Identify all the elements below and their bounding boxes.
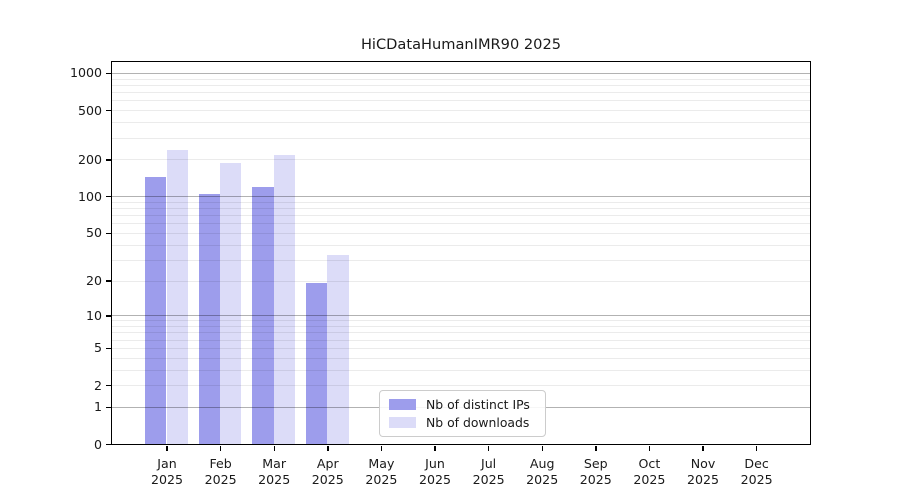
y-tick-mark <box>106 232 111 235</box>
bar-feb-distinct-ips <box>198 193 221 444</box>
legend-label-distinct-ips: Nb of distinct IPs <box>426 397 530 412</box>
gridline-major <box>112 196 810 198</box>
gridline-minor <box>112 385 810 386</box>
x-tick-label: Apr 2025 <box>311 456 344 487</box>
y-tick-label: 100 <box>77 188 102 204</box>
x-tick-mark <box>755 446 758 451</box>
gridline-major <box>112 72 810 74</box>
x-tick-label: Nov 2025 <box>686 456 720 487</box>
chart-title: HiCDataHumanIMR90 2025 <box>360 36 562 53</box>
gridline-minor <box>112 280 810 282</box>
y-tick-label: 2 <box>93 377 102 393</box>
x-tick-mark <box>487 446 490 451</box>
y-tick-mark <box>106 109 111 112</box>
gridline-minor <box>112 78 810 80</box>
x-tick-mark <box>327 446 329 451</box>
y-tick-mark <box>106 315 111 317</box>
gridline-minor <box>112 137 810 139</box>
x-tick-label: Oct 2025 <box>633 456 666 487</box>
legend-swatch-distinct-ips-icon <box>389 399 416 410</box>
x-tick-label: Jun 2025 <box>418 456 452 487</box>
y-tick-label: 5 <box>93 340 102 356</box>
x-tick-mark <box>702 446 704 451</box>
y-tick-mark <box>106 195 111 198</box>
gridline-minor <box>112 259 810 261</box>
gridline-minor <box>112 244 810 246</box>
y-tick-label: 1000 <box>69 65 102 81</box>
gridline-minor <box>112 320 810 322</box>
y-tick-label: 10 <box>85 307 102 323</box>
gridline-minor <box>112 110 810 112</box>
gridline-minor <box>112 208 810 209</box>
gridline-minor <box>112 122 810 124</box>
legend: Nb of distinct IPs Nb of downloads <box>379 390 546 437</box>
x-tick-mark <box>219 446 222 451</box>
x-tick-mark <box>166 446 168 451</box>
x-tick-mark <box>380 446 383 451</box>
gridline-minor <box>112 201 810 203</box>
bar-jan-distinct-ips <box>145 177 167 444</box>
y-tick-label: 1 <box>93 399 102 415</box>
bar-apr-downloads <box>327 254 349 444</box>
y-tick-label: 20 <box>85 273 102 288</box>
bar-jan-downloads <box>166 150 188 444</box>
y-tick-label: 500 <box>77 102 102 118</box>
bar-feb-downloads <box>220 163 242 444</box>
y-tick-mark <box>106 443 111 446</box>
gridlines-layer <box>112 62 810 444</box>
gridline-minor <box>112 215 810 217</box>
y-tick-label: 200 <box>77 151 102 167</box>
gridline-minor <box>112 232 810 234</box>
gridline-major <box>112 315 810 317</box>
y-tick-mark <box>106 406 111 409</box>
bar-mar-downloads <box>273 154 296 444</box>
x-tick-label: Feb 2025 <box>204 456 237 487</box>
gridline-minor <box>112 369 810 371</box>
y-tick-label: 0 <box>93 436 102 452</box>
gridline-minor <box>112 347 810 349</box>
legend-label-downloads: Nb of downloads <box>426 415 530 430</box>
y-tick-mark <box>106 159 111 161</box>
x-tick-label: Mar 2025 <box>258 456 291 487</box>
x-tick-label: Dec 2025 <box>740 456 773 487</box>
x-tick-mark <box>434 446 436 451</box>
gridline-minor <box>112 92 810 94</box>
x-tick-label: Aug 2025 <box>526 456 559 487</box>
x-tick-mark <box>648 446 651 451</box>
x-tick-label: Sep 2025 <box>579 456 612 487</box>
x-tick-label: May 2025 <box>365 456 398 487</box>
x-tick-mark <box>595 446 597 451</box>
y-tick-label: 50 <box>85 225 102 241</box>
gridline-minor <box>112 339 810 341</box>
gridline-minor <box>112 159 810 161</box>
bars-layer <box>112 62 810 444</box>
y-tick-mark <box>106 280 111 282</box>
y-tick-mark <box>106 384 111 387</box>
legend-entry-distinct-ips: Nb of distinct IPs <box>389 397 536 412</box>
bar-apr-distinct-ips <box>305 283 328 444</box>
y-tick-mark <box>106 72 111 75</box>
legend-swatch-downloads-icon <box>389 417 416 428</box>
gridline-minor <box>112 100 810 102</box>
x-tick-label: Jan 2025 <box>150 456 184 487</box>
gridline-minor <box>112 332 810 334</box>
x-tick-mark <box>273 446 275 451</box>
y-tick-mark <box>106 347 111 350</box>
gridline-minor <box>112 223 810 225</box>
bar-mar-distinct-ips <box>252 187 274 444</box>
x-tick-label: Jul 2025 <box>472 456 505 487</box>
gridline-minor <box>112 84 810 86</box>
gridline-minor <box>112 326 810 327</box>
gridline-minor <box>112 357 810 359</box>
plot-area: Nb of distinct IPs Nb of downloads <box>111 61 811 445</box>
legend-entry-downloads: Nb of downloads <box>389 415 536 430</box>
x-tick-mark <box>541 446 543 451</box>
